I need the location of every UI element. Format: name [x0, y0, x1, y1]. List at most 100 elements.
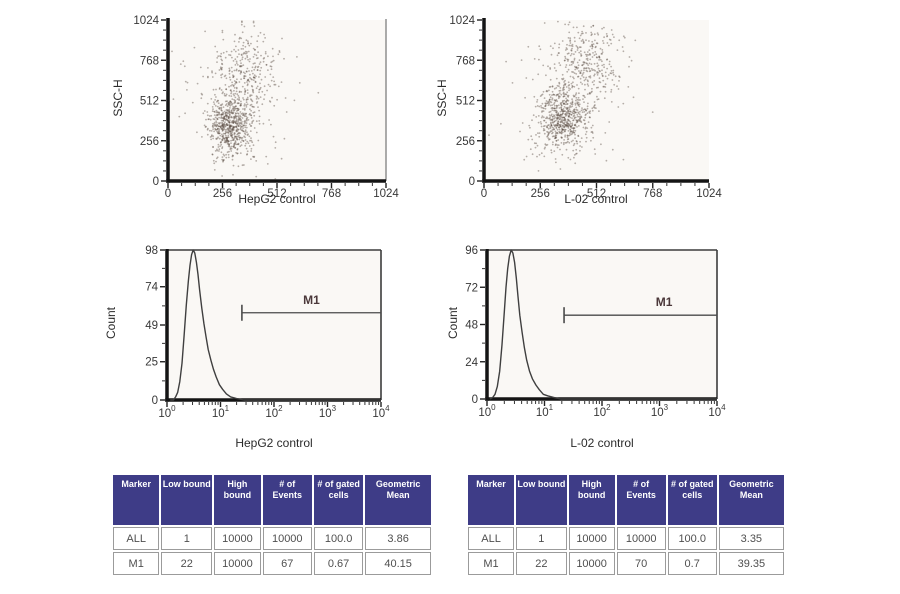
scatter-plot-l02-control: 0 256 512 768 1024 0 256 512 768 1024 L-02 contro…	[435, 15, 722, 206]
y-tick-label: 96	[465, 245, 478, 257]
table-header-row: Marker Low bound High bound # of Events # of…	[113, 475, 431, 525]
table-header-row: Marker Low bound High bound # of Events # of…	[468, 475, 784, 525]
x-tick-label: 1024	[696, 188, 722, 200]
y-tick-label: 512	[140, 96, 159, 108]
y-tick-label: 0	[472, 394, 478, 406]
column-header: High bound	[568, 475, 615, 525]
y-tick-label: 0	[153, 176, 159, 188]
y-tick-label: 768	[140, 55, 159, 67]
column-header: Low bound	[161, 475, 213, 525]
plot-background	[168, 20, 386, 181]
table-cell: 22	[516, 552, 567, 575]
x-tick-label: 0	[481, 188, 487, 200]
table-cell: 0.7	[667, 552, 717, 575]
y-tick-label: 0	[152, 395, 158, 407]
column-header: Low bound	[516, 475, 567, 525]
y-axis-label: SSC-H	[111, 79, 125, 116]
table-cell: M1	[113, 552, 160, 575]
x-axis-label: L-02 control	[564, 192, 627, 206]
y-tick-label: 0	[469, 176, 475, 188]
table-cell: 100.0	[667, 527, 717, 550]
table-cell: 67	[262, 552, 312, 575]
x-axis-label: HepG2 control	[235, 436, 312, 450]
column-header: Marker	[468, 475, 515, 525]
y-axis-label: SSC-H	[435, 79, 449, 116]
table-cell: 10000	[616, 527, 666, 550]
scatter-plot-hepg2-control: 0 256 512 768 1024 0 256 512 768 1024 HepG2 contr…	[111, 15, 399, 206]
table-cell: 100.0	[313, 527, 364, 550]
y-tick-label: 512	[456, 96, 475, 108]
table-row: M1 22 10000 70 0.7 39.35	[468, 552, 784, 575]
y-tick-label: 1024	[133, 15, 159, 27]
y-tick-label: 49	[145, 320, 158, 332]
gate-m1-label: M1	[303, 293, 320, 307]
y-axis-label: Count	[104, 306, 118, 339]
table-cell: 3.86	[365, 527, 431, 550]
table-cell: ALL	[468, 527, 515, 550]
x-tick-label: 768	[322, 188, 341, 200]
table-cell: 1	[161, 527, 213, 550]
table-cell: ALL	[113, 527, 160, 550]
column-header: High bound	[214, 475, 261, 525]
histogram-curve	[170, 249, 381, 401]
x-tick-label: 0	[165, 188, 171, 200]
x-axis-label: L-02 control	[570, 436, 633, 450]
column-header: Marker	[113, 475, 160, 525]
table-row: M1 22 10000 67 0.67 40.15	[113, 552, 431, 575]
plot-background	[167, 250, 381, 400]
y-tick-label: 98	[145, 245, 158, 257]
y-tick-label: 24	[465, 357, 478, 369]
scatter-points	[488, 20, 654, 172]
stats-table-l02: Marker Low bound High bound # of Events # of…	[466, 473, 786, 577]
plot-background	[484, 20, 709, 181]
x-tick-label: 256	[213, 188, 232, 200]
stats-table-hepg2: Marker Low bound High bound # of Events # of…	[111, 473, 433, 577]
x-axis-label: HepG2 control	[238, 192, 315, 206]
table-cell: 10000	[568, 552, 615, 575]
x-tick-label: 512	[587, 188, 606, 200]
x-tick-label: 768	[643, 188, 662, 200]
y-tick-label: 48	[465, 320, 478, 332]
x-tick-label: 512	[267, 188, 286, 200]
column-header: # of gated cells	[667, 475, 717, 525]
table-cell: 10000	[262, 527, 312, 550]
y-axis-label: Count	[446, 306, 460, 339]
table-cell: M1	[468, 552, 515, 575]
table-cell: 40.15	[365, 552, 431, 575]
table-cell: 0.67	[313, 552, 364, 575]
table-cell: 1	[516, 527, 567, 550]
scatter-plot-area: 0 256 512 768 1024 0 256 512 768 1024	[133, 15, 399, 200]
column-header: # of Events	[262, 475, 312, 525]
y-tick-label: 1024	[449, 15, 475, 27]
column-header: Geometric Mean	[365, 475, 431, 525]
column-header: # of gated cells	[313, 475, 364, 525]
table-row: ALL 1 10000 10000 100.0 3.86	[113, 527, 431, 550]
x-tick-label: 1024	[373, 188, 399, 200]
column-header: Geometric Mean	[718, 475, 784, 525]
table-cell: 70	[616, 552, 666, 575]
table-cell: 39.35	[718, 552, 784, 575]
table-cell: 10000	[568, 527, 615, 550]
y-tick-label: 74	[145, 282, 158, 294]
table-cell: 22	[161, 552, 213, 575]
y-tick-label: 256	[456, 136, 475, 148]
table-row: ALL 1 10000 10000 100.0 3.35	[468, 527, 784, 550]
gate-m1-label: M1	[656, 295, 673, 309]
scatter-points	[171, 20, 320, 180]
y-tick-label: 25	[145, 357, 158, 369]
y-tick-label: 768	[456, 55, 475, 67]
x-tick-label: 256	[531, 188, 550, 200]
plot-background	[487, 250, 717, 399]
scatter-plot-area: 0 256 512 768 1024 0 256 512 768 1024	[449, 15, 722, 200]
table-cell: 10000	[214, 552, 261, 575]
table-cell: 10000	[214, 527, 261, 550]
table-cell: 3.35	[718, 527, 784, 550]
column-header: # of Events	[616, 475, 666, 525]
y-tick-label: 72	[465, 282, 478, 294]
y-tick-label: 256	[140, 136, 159, 148]
